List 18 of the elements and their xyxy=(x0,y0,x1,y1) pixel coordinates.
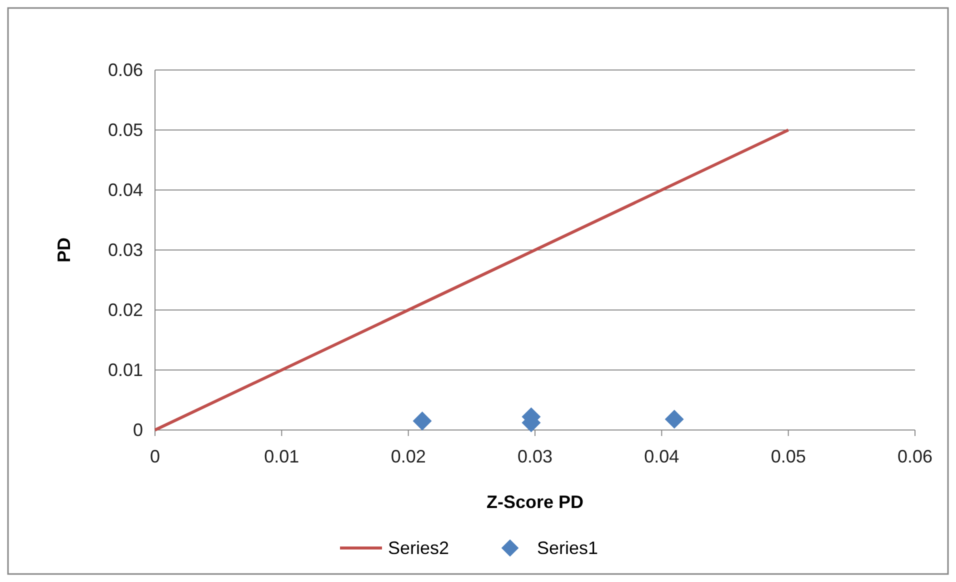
x-tick-label: 0.03 xyxy=(517,446,553,466)
x-tick-label: 0.02 xyxy=(390,446,426,466)
x-tick-label: 0.05 xyxy=(770,446,806,466)
y-tick-label: 0.06 xyxy=(108,60,143,80)
x-tick-label: 0.06 xyxy=(897,446,933,466)
y-tick-label: 0.02 xyxy=(108,300,143,320)
x-axis-title: Z-Score PD xyxy=(486,492,584,512)
x-tick-label: 0 xyxy=(150,446,160,466)
y-axis-title: PD xyxy=(54,237,74,263)
y-tick-label: 0.03 xyxy=(108,240,143,260)
y-tick-label: 0 xyxy=(132,420,143,440)
legend-label: Series1 xyxy=(537,538,598,558)
x-tick-label: 0.04 xyxy=(644,446,680,466)
y-tick-label: 0.05 xyxy=(108,120,143,140)
y-tick-label: 0.04 xyxy=(108,180,143,200)
y-tick-label: 0.01 xyxy=(108,360,143,380)
legend-label: Series2 xyxy=(388,538,450,558)
x-tick-label: 0.01 xyxy=(264,446,300,466)
